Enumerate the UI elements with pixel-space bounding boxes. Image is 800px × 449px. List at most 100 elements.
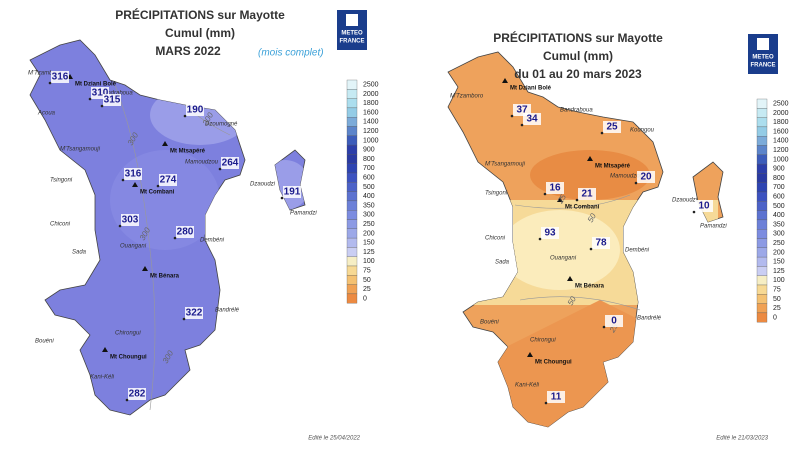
station-value: 303: [122, 215, 139, 226]
legend-label: 75: [363, 267, 371, 274]
legend-swatch: [756, 201, 768, 211]
station-dot: [543, 192, 547, 196]
legend-label: 2000: [773, 110, 789, 117]
logo-text: FRANCE: [340, 39, 365, 45]
legend-label: 300: [363, 212, 375, 219]
summit: [142, 266, 148, 271]
subtitle: Cumul (mm): [165, 26, 235, 40]
place-name: Mamoudzou: [185, 160, 219, 166]
legend-swatch: [756, 294, 768, 304]
logo-text: METEO: [341, 31, 363, 37]
subtitle: Cumul (mm): [543, 49, 613, 63]
station-dot: [589, 247, 593, 251]
legend-label: 75: [773, 286, 781, 293]
place-name: Mamoudzou: [610, 174, 644, 180]
legend-swatch: [346, 284, 358, 295]
legend-label: 800: [363, 156, 375, 163]
station-box: [121, 214, 139, 226]
legend-label: 1000: [773, 156, 789, 163]
station-value: 21: [581, 189, 593, 200]
station-box: [695, 200, 713, 212]
legend-label: 50: [773, 296, 781, 303]
station-box: [637, 171, 655, 183]
legend-label: 2500: [773, 100, 789, 107]
station-box: [546, 182, 564, 194]
station-box: [283, 186, 301, 198]
station-value: 316: [125, 169, 142, 180]
legend-label: 700: [363, 165, 375, 172]
legend-label: 300: [773, 231, 785, 238]
place-name: Ouangani: [550, 256, 577, 262]
station-value: 264: [222, 158, 239, 169]
station-dot: [575, 198, 579, 202]
legend-label: 100: [363, 258, 375, 265]
legend-swatch: [346, 228, 358, 239]
legend-swatch: [756, 163, 768, 174]
legend-swatch: [756, 219, 768, 230]
legend-swatch: [346, 265, 358, 276]
legend-label: 700: [773, 184, 785, 191]
station-box: [103, 94, 121, 106]
station-dot: [100, 104, 104, 108]
period: du 01 au 20 mars 2023: [514, 67, 642, 81]
station-dot: [510, 114, 514, 118]
station-value: 11: [551, 392, 562, 403]
legend-label: 1400: [773, 138, 789, 145]
station-box: [603, 121, 621, 133]
legend-swatch: [346, 89, 358, 99]
station-dot: [218, 167, 222, 171]
station-dot: [544, 401, 548, 405]
station-dot: [520, 123, 524, 127]
legend-swatch: [346, 256, 358, 267]
place-name: Dzoumogné: [205, 122, 238, 128]
place-name: M'Tsangamouji: [60, 147, 101, 153]
place-name: M'Tzamboro: [450, 94, 484, 100]
place-name: Tsingoni: [50, 178, 73, 184]
logo-text: FRANCE: [751, 63, 776, 69]
station-dot: [156, 184, 160, 188]
legend-swatch: [756, 117, 768, 128]
station-value: 10: [698, 201, 710, 212]
legend-swatch: [756, 266, 768, 276]
legend-swatch: [346, 191, 358, 202]
legend-swatch: [756, 275, 768, 286]
legend-swatch: [346, 144, 358, 155]
title: PRÉCIPITATIONS sur Mayotte: [115, 7, 285, 22]
station-dot: [88, 97, 92, 101]
place-name: Kani-Kéli: [90, 375, 115, 381]
place-name: Bandraboua: [560, 108, 593, 114]
legend-swatch: [346, 135, 358, 146]
legend-swatch: [756, 98, 768, 109]
legend-swatch: [346, 182, 358, 192]
legend-swatch: [346, 126, 358, 136]
legend-swatch: [756, 191, 768, 202]
legend-swatch: [346, 154, 358, 164]
station-box: [547, 391, 565, 403]
summit: [102, 347, 108, 352]
legend-label: 0: [363, 295, 367, 302]
station-box: [159, 174, 177, 186]
station-box: [541, 227, 559, 239]
station-value: 93: [544, 228, 556, 239]
place-name: Dembéni: [625, 248, 650, 254]
station-value: 16: [549, 183, 561, 194]
summit: [162, 141, 168, 146]
station-value: 191: [284, 187, 301, 198]
station-dot: [48, 81, 52, 85]
place-name: Chiconi: [50, 222, 71, 228]
station-value: 274: [160, 175, 177, 186]
place-name: Chirongui: [115, 331, 141, 337]
legend-swatch: [346, 79, 358, 90]
place-name: Bouéni: [480, 320, 499, 326]
station-value: 78: [595, 238, 607, 249]
legend-swatch: [756, 154, 768, 165]
legend-swatch: [346, 200, 358, 211]
station-dot: [280, 196, 284, 200]
place-name: Bandrélé: [215, 308, 240, 314]
place-name: Tsingoni: [485, 191, 508, 197]
station-value: 37: [516, 105, 528, 116]
legend-label: 900: [363, 147, 375, 154]
place-name: Chirongui: [530, 338, 556, 344]
place-name: Chiconi: [485, 236, 506, 242]
